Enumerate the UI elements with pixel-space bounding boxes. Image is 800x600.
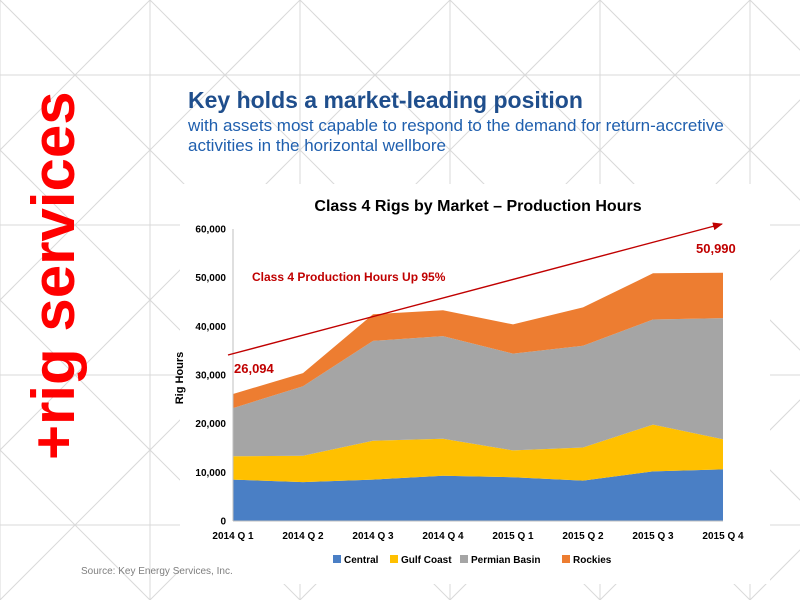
legend-swatch-rockies <box>562 555 570 563</box>
trend-annotation: Class 4 Production Hours Up 95% <box>252 270 446 284</box>
x-tick-label: 2015 Q 1 <box>492 531 534 542</box>
end-value-label: 50,990 <box>696 241 736 256</box>
series-area-rockies <box>233 272 723 409</box>
legend-swatch-central <box>333 555 341 563</box>
legend-swatch-permian-basin <box>460 555 468 563</box>
legend-label-permian-basin: Permian Basin <box>471 555 540 566</box>
x-tick-label: 2014 Q 4 <box>422 531 464 542</box>
grid-diagonal <box>0 449 151 600</box>
chart-areas <box>233 272 723 521</box>
start-value-label: 26,094 <box>234 361 275 376</box>
grid-diagonal <box>0 0 301 301</box>
y-tick-label: 0 <box>220 517 226 528</box>
x-tick-label: 2015 Q 4 <box>702 531 744 542</box>
grid-diagonal <box>0 0 151 151</box>
series-area-gulf-coast <box>233 424 723 483</box>
grid-diagonal <box>0 0 451 451</box>
legend-label-rockies: Rockies <box>573 555 612 566</box>
chart-title: Class 4 Rigs by Market – Production Hour… <box>314 198 641 215</box>
y-tick-label: 60,000 <box>195 225 226 236</box>
x-tick-label: 2014 Q 3 <box>352 531 394 542</box>
x-tick-label: 2015 Q 2 <box>562 531 604 542</box>
y-tick-label: 30,000 <box>195 371 226 382</box>
y-tick-label: 50,000 <box>195 273 226 284</box>
y-tick-label: 40,000 <box>195 322 226 333</box>
x-axis: 2014 Q 1 2014 Q 2 2014 Q 3 2014 Q 4 2015 Q 1… <box>212 520 744 542</box>
legend-label-central: Central <box>344 555 379 566</box>
series-area-central <box>233 469 723 521</box>
page-title: Key holds a market-leading position <box>188 87 583 113</box>
page-subtitle: with assets most capable to respond to t… <box>188 116 724 155</box>
series-area-permian-basin <box>233 318 723 457</box>
y-axis: 0 10,000 20,000 30,000 40,000 50,000 60,000 <box>195 225 234 528</box>
legend-label-gulf-coast: Gulf Coast <box>401 555 452 566</box>
x-tick-label: 2014 Q 1 <box>212 531 254 542</box>
chart-legend: Central Gulf Coast Permian Basin Rockies <box>333 555 612 566</box>
y-axis-title: Rig Hours <box>174 352 186 405</box>
y-tick-label: 20,000 <box>195 419 226 430</box>
legend-swatch-gulf-coast <box>390 555 398 563</box>
grid-diagonal <box>599 0 800 201</box>
trend-arrow <box>227 222 723 356</box>
x-tick-label: 2014 Q 2 <box>282 531 324 542</box>
x-tick-label: 2015 Q 3 <box>632 531 674 542</box>
y-tick-label: 10,000 <box>195 468 226 479</box>
source-note: Source: Key Energy Services, Inc. <box>81 566 233 577</box>
